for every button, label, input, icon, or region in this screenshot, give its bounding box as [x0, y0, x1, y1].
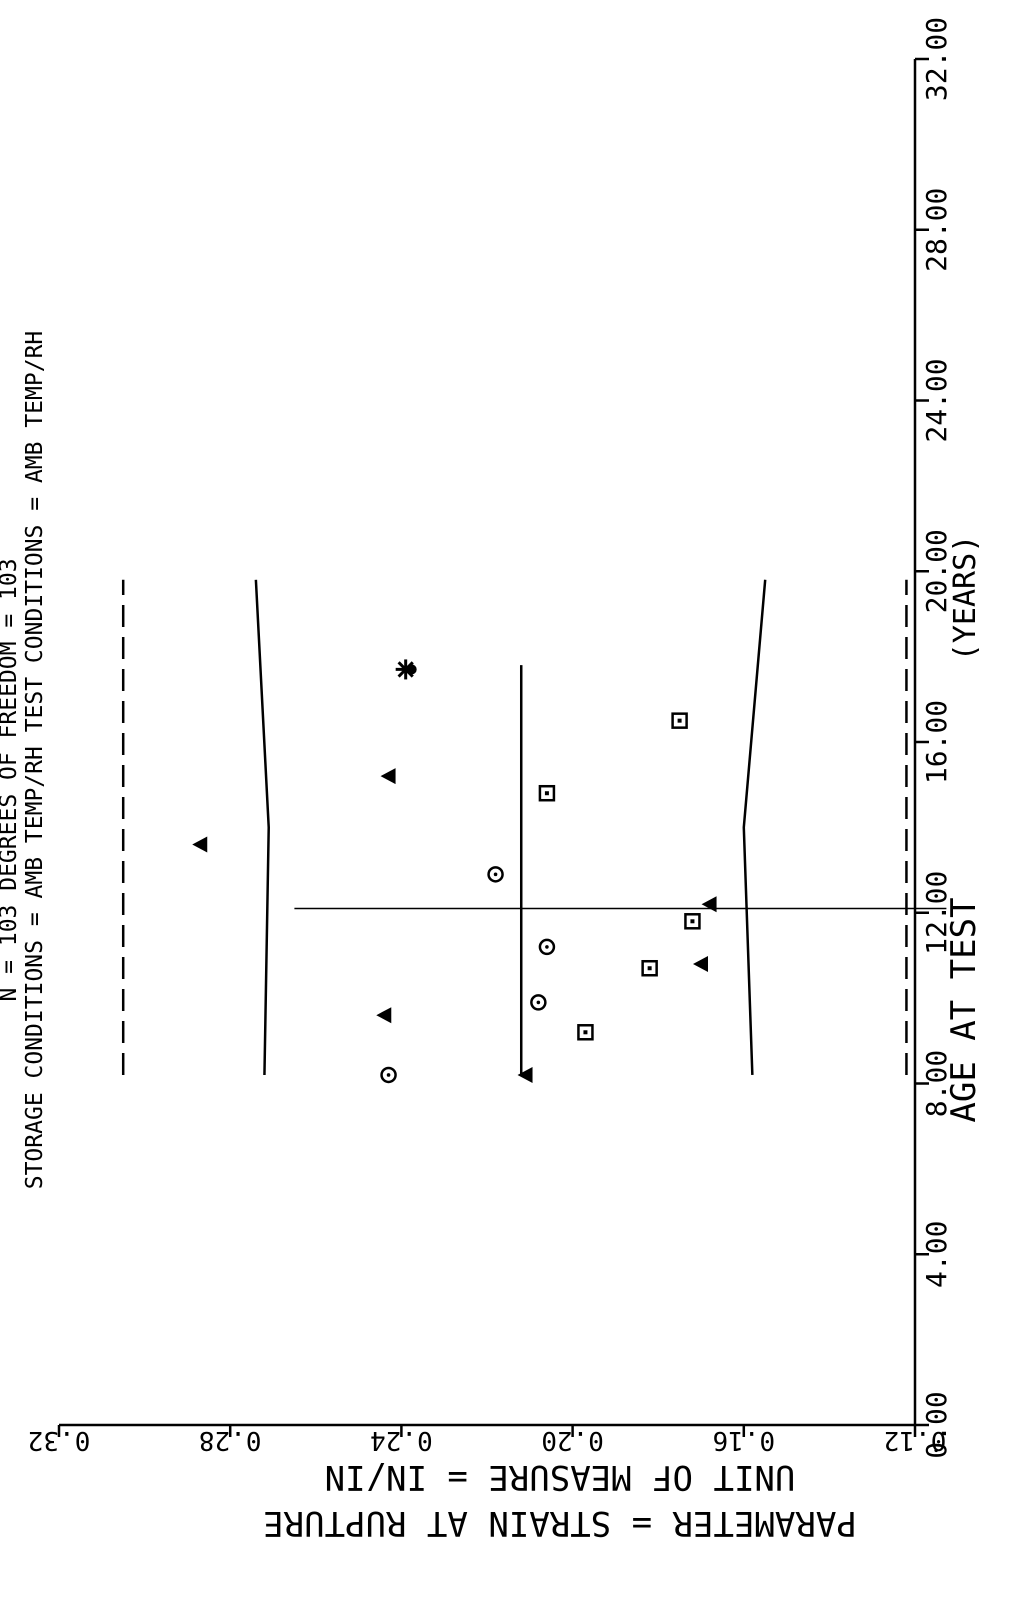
- header-line-1: N = 103 DEGREES OF FREEDOM = 103: [0, 558, 22, 1001]
- circle-marker-dot: [536, 1000, 541, 1005]
- triangle-marker: [380, 768, 396, 785]
- age-axis-label: AGE AT TEST: [944, 897, 984, 1122]
- triangle-marker: [701, 896, 717, 913]
- inner-band-upper: [254, 579, 270, 1075]
- triangle-marker: [376, 1007, 392, 1024]
- square-marker-dot: [690, 919, 695, 924]
- circle-marker-dot: [386, 1073, 391, 1077]
- age-tick-label: 0.00: [920, 1391, 953, 1458]
- age-tick-label: 4.00: [920, 1221, 953, 1288]
- inner-band-lower: [742, 579, 767, 1076]
- value-tick-label: 0.16: [712, 1425, 775, 1455]
- triangle-marker: [693, 955, 708, 972]
- age-tick-label: 16.00: [920, 700, 953, 784]
- value-tick-label: 0.28: [199, 1425, 262, 1455]
- value-tick-label: 0.20: [541, 1425, 604, 1455]
- age-tick-label: 24.00: [920, 358, 953, 442]
- circle-marker: [530, 994, 547, 1011]
- value-tick-label: 0.12: [884, 1425, 947, 1455]
- square-marker: [577, 1024, 594, 1041]
- square-marker-dot: [677, 718, 682, 723]
- square-marker: [684, 913, 701, 930]
- value-tick-label: 0.24: [370, 1425, 433, 1455]
- parameter-label: PARAMETER = STRAIN AT RUPTURE: [263, 1503, 857, 1543]
- age-tick-label: 12.00: [920, 871, 953, 955]
- circle-marker-dot: [545, 945, 549, 949]
- square-marker-dot: [647, 966, 652, 971]
- age-tick-label: 28.00: [920, 188, 953, 272]
- age-tick-label: 32.00: [920, 17, 953, 101]
- circle-marker-dot: [493, 872, 498, 877]
- star-marker-blot: [406, 664, 417, 675]
- age-tick-label: 20.00: [920, 529, 953, 613]
- square-marker-dot: [583, 1030, 588, 1035]
- circle-marker: [538, 938, 556, 956]
- circle-marker: [487, 866, 504, 883]
- age-axis-unit: (YEARS): [948, 535, 983, 661]
- square-marker: [641, 959, 658, 977]
- triangle-marker: [192, 836, 208, 853]
- square-marker: [538, 784, 556, 802]
- unit-of-measure-label: UNIT OF MEASURE = IN/IN: [325, 1457, 796, 1497]
- square-marker-dot: [544, 791, 549, 796]
- header-line-2: STORAGE CONDITIONS = AMB TEMP/RH TEST CO…: [22, 331, 48, 1190]
- circle-marker: [380, 1066, 397, 1084]
- square-marker: [671, 712, 688, 729]
- value-tick-label: 0.32: [28, 1425, 91, 1455]
- triangle-marker: [517, 1066, 533, 1083]
- age-tick-label: 8.00: [920, 1050, 953, 1117]
